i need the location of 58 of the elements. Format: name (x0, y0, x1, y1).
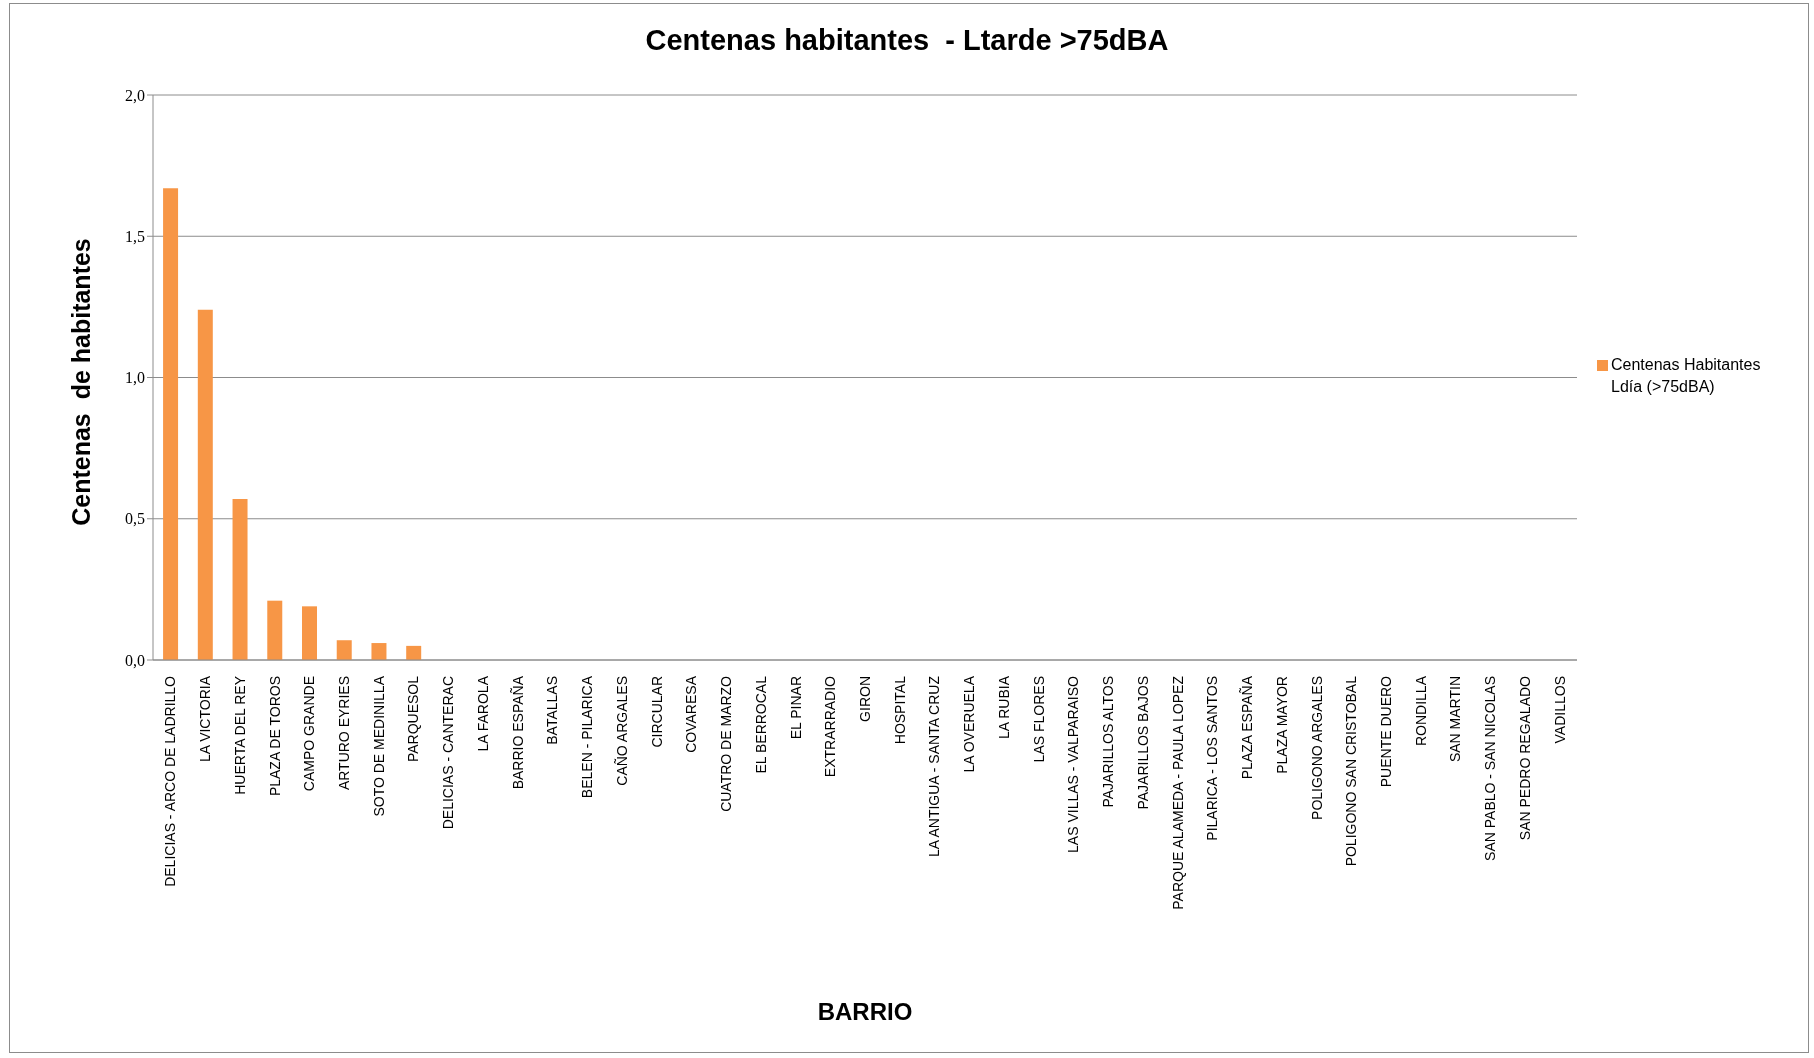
x-tick-label: PARQUESOL (405, 675, 422, 763)
x-tick-label: CIRCULAR (648, 676, 665, 748)
chart-title: Centenas habitantes - Ltarde >75dBA (644, 24, 1170, 57)
x-tick-label: RONDILLA (1412, 675, 1429, 747)
x-tick-label: HUERTA DEL REY (231, 675, 248, 795)
x-tick-label: LA RUBIA (995, 675, 1012, 740)
x-tick-label: VADILLOS (1551, 676, 1568, 744)
x-tick-label: HOSPITAL (891, 675, 908, 745)
x-tick-label: EL BERROCAL (752, 675, 769, 774)
x-tick-label: CAÑO ARGALES (613, 676, 630, 786)
x-tick-label: CAMPO GRANDE (301, 676, 318, 792)
bar (232, 498, 248, 660)
x-tick-label: PAJARILLOS BAJOS (1134, 676, 1151, 810)
x-tick-label: LAS VILLAS - VALPARAISO (1065, 675, 1082, 853)
x-tick-label: ARTURO EYRIES (336, 676, 353, 791)
x-tick-label: POLIGONO ARGALES (1308, 676, 1325, 820)
y-tick-label: 0,5 (125, 510, 145, 528)
x-tick-label: PARQUE ALAMEDA - PAULA LOPEZ (1169, 675, 1186, 910)
bar (406, 645, 422, 660)
x-tick-label: PLAZA ESPAÑA (1239, 675, 1256, 780)
x-tick-label: LA OVERUELA (961, 675, 978, 773)
x-tick-label: BARRIO ESPAÑA (509, 675, 526, 790)
x-tick-label: LA VICTORIA (197, 675, 214, 763)
bar (163, 188, 179, 660)
bar (197, 309, 213, 660)
x-tick-label: CUATRO DE MARZO (718, 675, 735, 812)
x-tick-label: SOTO DE MEDINILLA (370, 675, 387, 817)
bar (336, 640, 352, 660)
x-axis-title: BARRIO (816, 998, 914, 1026)
y-tick-label: 1,0 (125, 369, 145, 387)
bar (371, 643, 387, 660)
x-tick-label: PLAZA DE TOROS (266, 676, 283, 797)
x-tick-label: SAN MARTIN (1447, 676, 1464, 763)
x-tick-label: POLIGONO SAN CRISTOBAL (1343, 675, 1360, 867)
x-tick-label: LAS FLORES (1030, 676, 1047, 763)
x-tick-label: PUENTE DUERO (1377, 675, 1394, 788)
x-tick-label: EXTRARRADIO (822, 675, 839, 778)
x-tick-label: SAN PABLO - SAN NICOLAS (1482, 676, 1499, 861)
x-tick-label: PAJARILLOS ALTOS (1100, 676, 1117, 808)
x-tick-label: BELEN - PILARICA (579, 675, 596, 799)
x-tick-label: DELICIAS - CANTERAC (440, 676, 457, 830)
bar (302, 606, 317, 660)
y-tick-label: 0,0 (125, 651, 145, 669)
x-tick-label: GIRON (857, 676, 873, 722)
legend-label: Centenas Habitantes Ldía (>75dBA) (1611, 354, 1762, 397)
x-tick-label: EL PINAR (787, 676, 804, 740)
y-tick-label: 1,5 (125, 227, 145, 245)
x-tick-label: LA FAROLA (474, 675, 491, 752)
bar (267, 600, 283, 660)
x-tick-label: PLAZA MAYOR (1273, 676, 1290, 774)
y-tick-label: 2,0 (125, 86, 145, 104)
x-tick-label: LA ANTIGUA - SANTA CRUZ (926, 675, 943, 858)
x-tick-label: BATALLAS (544, 676, 561, 745)
x-tick-label: COVARESA (683, 675, 700, 753)
x-tick-label: PILARICA - LOS SANTOS (1204, 676, 1221, 841)
y-axis-title: Centenas de habitantes (66, 237, 96, 528)
x-tick-label: SAN PEDRO REGALADO (1516, 675, 1533, 841)
x-tick-label: DELICIAS - ARCO DE LADRILLO (162, 675, 179, 887)
